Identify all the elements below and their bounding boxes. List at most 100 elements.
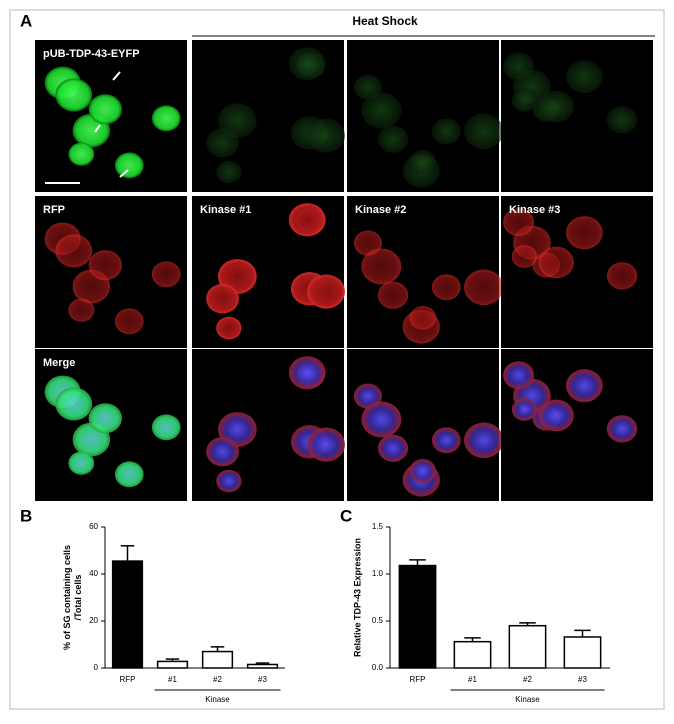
cell (377, 125, 409, 153)
bar (111, 560, 144, 669)
cell (55, 78, 93, 112)
bar (398, 564, 437, 669)
cell (88, 250, 122, 281)
image-label: Kinase #2 (355, 204, 406, 216)
y-tick-label: 1.0 (372, 569, 384, 578)
y-tick-label: 0.0 (372, 663, 384, 672)
cell (151, 261, 181, 288)
arrow (112, 71, 121, 81)
image-label: Kinase #3 (509, 204, 560, 216)
cell (206, 436, 239, 467)
cell (565, 216, 603, 250)
cell (114, 461, 144, 488)
cell (431, 274, 461, 301)
cell (409, 150, 437, 174)
cell (565, 369, 603, 403)
panel-label: B (20, 506, 32, 525)
cell (464, 113, 504, 150)
x-tick-label: #1 (468, 675, 477, 684)
panel-label: A (20, 11, 32, 30)
y-axis-label: Relative TDP-43 Expression (352, 538, 362, 657)
heading: Heat Shock (352, 14, 418, 28)
cell (538, 90, 574, 123)
cell (409, 459, 437, 483)
y-tick-label: 40 (89, 569, 98, 578)
cell (206, 283, 239, 314)
cell (307, 118, 345, 153)
y-tick-label: 1.5 (372, 522, 384, 531)
x-tick-label: #1 (168, 675, 177, 684)
cell (503, 52, 535, 81)
arrow (94, 124, 101, 133)
cell (361, 248, 402, 285)
x-tick-label: #2 (523, 675, 532, 684)
group-label: Kinase (515, 695, 540, 704)
cell (151, 414, 181, 441)
cell (538, 246, 574, 279)
x-tick-label: #2 (213, 675, 222, 684)
cell (606, 415, 638, 443)
y-axis-label: % of SG containing cells (62, 545, 72, 650)
cell (464, 422, 504, 459)
cell (216, 469, 242, 493)
cell (216, 160, 242, 184)
cell (377, 434, 409, 462)
image-label: Merge (43, 357, 75, 369)
y-tick-label: 60 (89, 522, 98, 531)
x-tick-label: #3 (578, 675, 587, 684)
image-grid: pUB-TDP-43-EYFP RFP Kinase #1 Kinase #2 Kina… (35, 40, 653, 501)
image-label: Kinase #1 (200, 204, 251, 216)
x-tick-label: RFP (120, 675, 136, 684)
bar (563, 636, 602, 669)
cell (55, 387, 93, 421)
cell (114, 308, 144, 335)
y-axis-label: /Total cells (73, 575, 83, 621)
arrow (119, 169, 129, 178)
cell (606, 106, 638, 134)
bar (508, 624, 547, 669)
cell (464, 269, 504, 306)
image-label: RFP (43, 204, 65, 216)
cell (151, 105, 181, 132)
cell (307, 274, 345, 309)
cell (538, 399, 574, 432)
cell (88, 403, 122, 434)
group-label: Kinase (205, 695, 230, 704)
cell (288, 47, 326, 81)
cell (288, 203, 326, 237)
image-label: pUB-TDP-43-EYFP (43, 48, 140, 60)
cell (55, 234, 93, 268)
cell (68, 451, 95, 475)
bar (201, 650, 234, 669)
cell (431, 118, 461, 145)
cell (511, 89, 537, 112)
cell (431, 427, 461, 454)
cell (503, 208, 535, 237)
cell (361, 401, 402, 438)
bar (156, 660, 189, 669)
panel-label: C (340, 506, 352, 525)
cell (307, 427, 345, 462)
cell (361, 92, 402, 129)
cell (565, 60, 603, 94)
cell (68, 142, 95, 166)
cell (511, 245, 537, 268)
cell (288, 356, 326, 390)
y-tick-label: 20 (89, 616, 98, 625)
bar (453, 640, 492, 669)
cell (511, 398, 537, 421)
cell (377, 281, 409, 309)
cell (68, 298, 95, 322)
cell (206, 127, 239, 158)
y-tick-label: 0.5 (372, 616, 384, 625)
x-tick-label: RFP (410, 675, 426, 684)
y-tick-label: 0 (94, 663, 99, 672)
cell (606, 262, 638, 290)
x-tick-label: #3 (258, 675, 267, 684)
cell (114, 152, 144, 179)
cell (88, 94, 122, 125)
bar (246, 663, 279, 669)
cell (409, 306, 437, 330)
